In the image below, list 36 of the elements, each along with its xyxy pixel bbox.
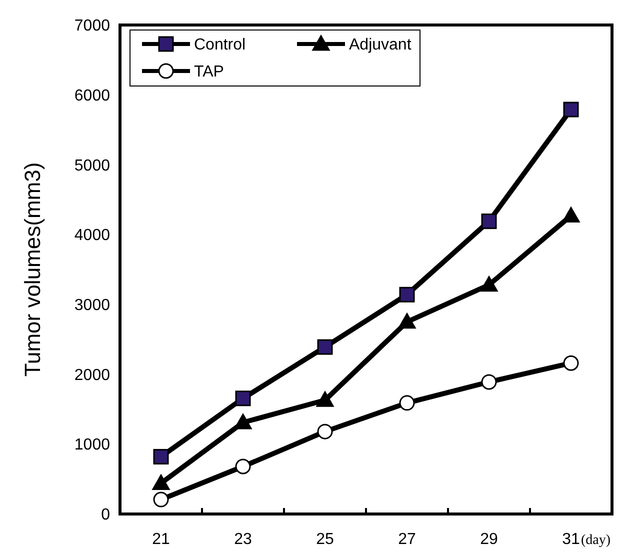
x-tick-label: 29 [480, 531, 498, 548]
y-tick-label: 7000 [74, 18, 110, 35]
point [399, 286, 415, 302]
legend-label: TAP [194, 64, 224, 81]
x-tick-label: 21 [152, 531, 170, 548]
y-tick-label: 2000 [74, 366, 110, 384]
y-tick-label: 1000 [74, 436, 110, 454]
y-axis-title: Tumor volumes(mm3) [20, 162, 45, 377]
point [317, 339, 333, 355]
legend-label: Adjuvant [349, 36, 412, 54]
y-tick-label: 6000 [74, 87, 110, 104]
y-tick-label: 0 [101, 506, 110, 524]
point [563, 102, 579, 118]
x-axis-title: (day) [581, 533, 611, 548]
point [481, 214, 497, 230]
y-tick-label: 3000 [74, 297, 110, 314]
x-tick-label: 31 [562, 531, 580, 548]
point [399, 395, 415, 411]
point [481, 374, 497, 390]
point [235, 390, 251, 406]
point [563, 355, 579, 371]
legend-label: Control [194, 36, 246, 54]
point [235, 458, 251, 474]
x-tick-label: 23 [234, 531, 252, 548]
x-tick-label: 25 [316, 531, 334, 548]
point [562, 206, 580, 222]
y-tick-label: 5000 [74, 157, 110, 174]
point [153, 492, 169, 508]
point [316, 391, 334, 407]
point [317, 424, 333, 440]
x-tick-label: 27 [398, 531, 416, 548]
point [153, 448, 169, 464]
y-tick-label: 4000 [74, 227, 110, 244]
point [480, 276, 498, 292]
point [398, 313, 416, 329]
point [152, 474, 170, 490]
